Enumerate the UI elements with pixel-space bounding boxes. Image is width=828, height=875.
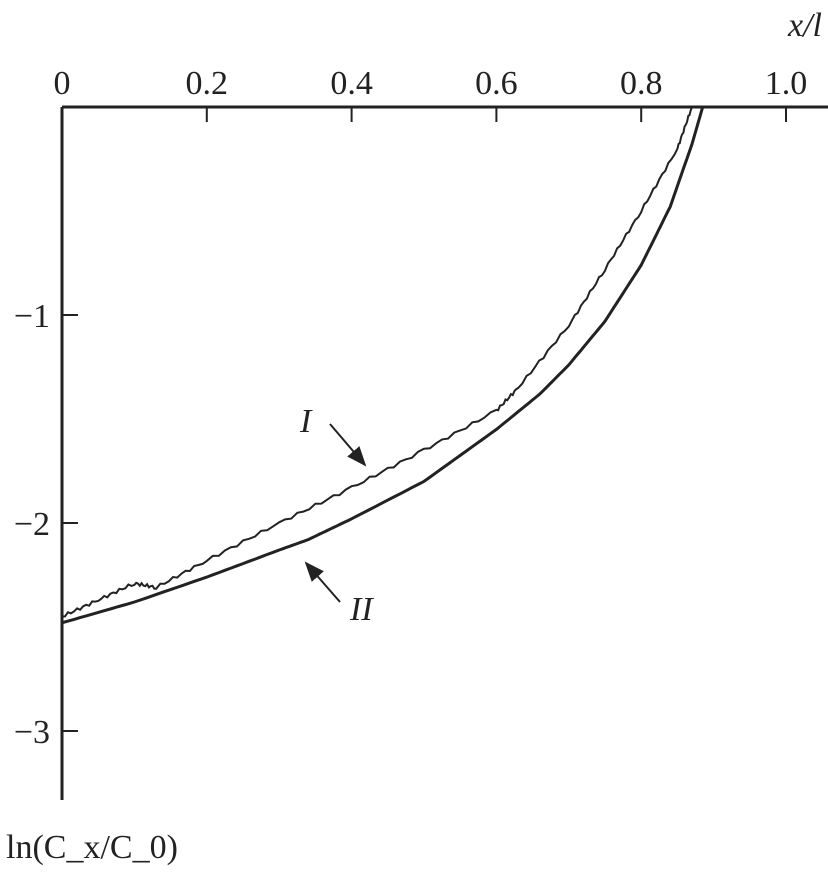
y-axis-label: ln(C_x/C_0) — [6, 829, 178, 866]
series-line-II — [61, 106, 705, 625]
x-tick-label: 0.8 — [620, 65, 663, 102]
series-line-I — [61, 106, 693, 618]
x-tick-label: 0 — [54, 65, 71, 102]
arrow-II — [304, 561, 341, 603]
x-tick-label: 1.0 — [765, 65, 808, 102]
x-axis-label: x/l — [787, 7, 822, 44]
x-tick-label: 0.2 — [186, 65, 229, 102]
arrow-I — [329, 423, 367, 467]
x-tick-label: 0.4 — [330, 65, 373, 102]
series-label-I: I — [299, 403, 313, 440]
y-tick-label: −2 — [14, 506, 50, 543]
series-label-II: II — [349, 591, 374, 628]
y-tick-label: −1 — [14, 298, 50, 335]
x-tick-label: 0.6 — [475, 65, 518, 102]
y-tick-label: −3 — [14, 714, 50, 751]
